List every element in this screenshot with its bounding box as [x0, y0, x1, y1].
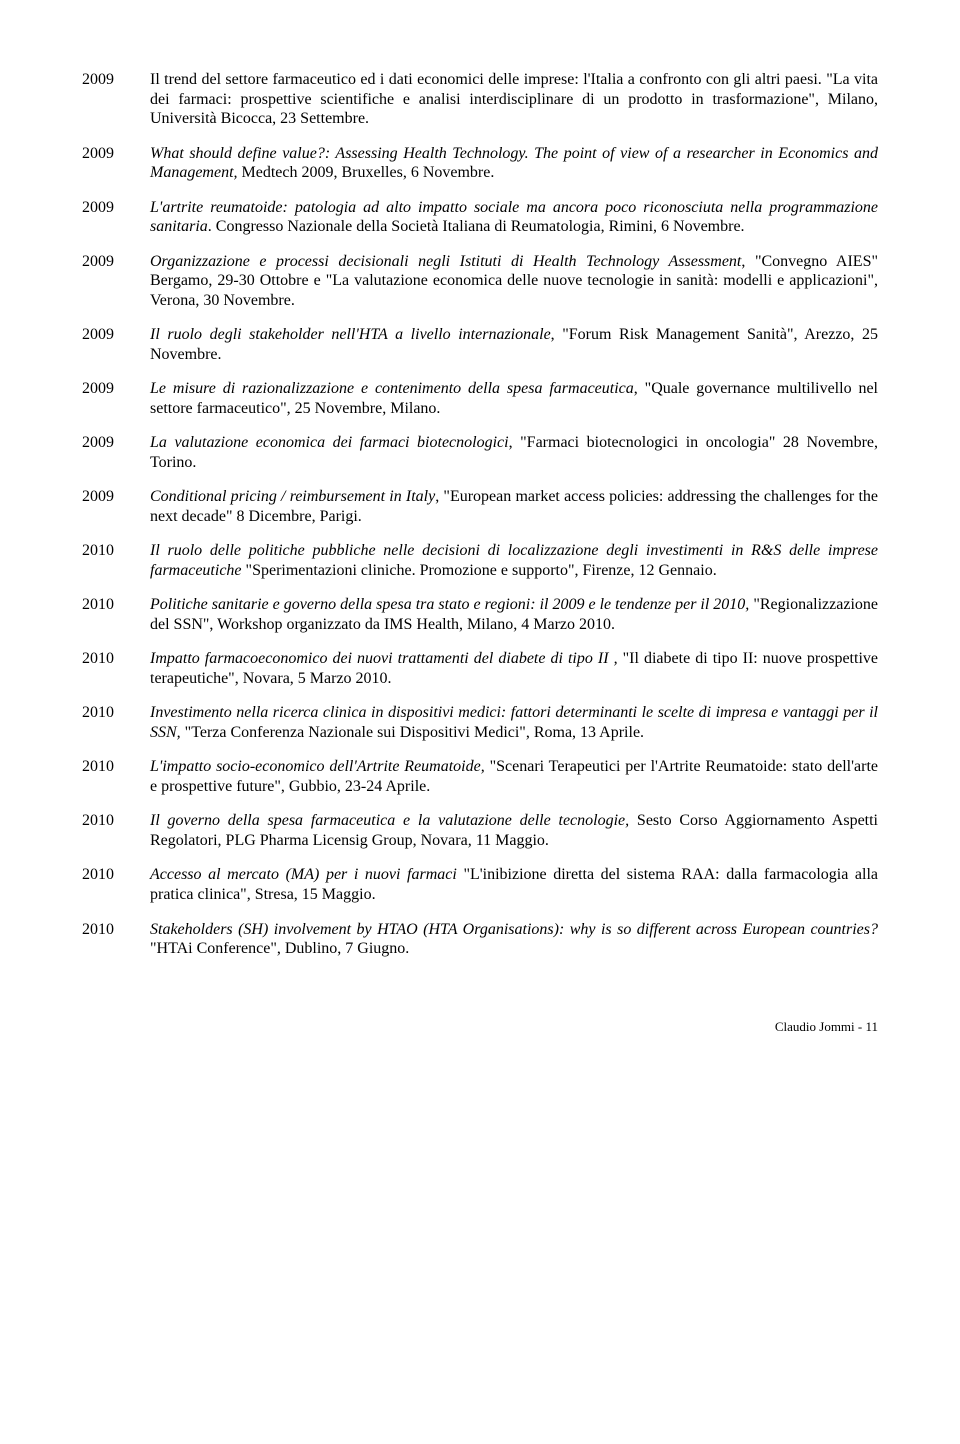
entry-year: 2009: [82, 325, 150, 364]
entry-description: La valutazione economica dei farmaci bio…: [150, 433, 878, 472]
cv-entry: 2010Accesso al mercato (MA) per i nuovi …: [82, 865, 878, 904]
entry-year: 2009: [82, 198, 150, 237]
entry-year: 2010: [82, 865, 150, 904]
cv-entry: 2010Politiche sanitarie e governo della …: [82, 595, 878, 634]
entry-description: Impatto farmacoeconomico dei nuovi tratt…: [150, 649, 878, 688]
cv-entry: 2009L'artrite reumatoide: patologia ad a…: [82, 198, 878, 237]
entry-year: 2009: [82, 379, 150, 418]
entry-description: Il governo della spesa farmaceutica e la…: [150, 811, 878, 850]
cv-entry: 2009Il ruolo degli stakeholder nell'HTA …: [82, 325, 878, 364]
entry-year: 2009: [82, 70, 150, 129]
entry-year: 2010: [82, 649, 150, 688]
entry-year: 2009: [82, 144, 150, 183]
entry-segment: "HTAi Conference", Dublino, 7 Giugno.: [150, 940, 409, 957]
entry-segment: La valutazione economica dei farmaci bio…: [150, 434, 509, 451]
entry-segment: Il governo della spesa farmaceutica e la…: [150, 812, 637, 829]
cv-entry: 2009La valutazione economica dei farmaci…: [82, 433, 878, 472]
cv-entry: 2010L'impatto socio-economico dell'Artri…: [82, 757, 878, 796]
entry-segment: L'impatto socio-economico dell'Artrite R…: [150, 758, 490, 775]
entry-year: 2010: [82, 757, 150, 796]
entry-description: Accesso al mercato (MA) per i nuovi farm…: [150, 865, 878, 904]
cv-entry: 2009What should define value?: Assessing…: [82, 144, 878, 183]
entry-segment: Conditional pricing / reimbursement in I…: [150, 488, 435, 505]
entry-segment: "Sperimentazioni cliniche. Promozione e …: [246, 562, 717, 579]
entry-segment: ,: [468, 832, 476, 849]
entry-segment: Le misure di razionalizzazione e conteni…: [150, 380, 634, 397]
entry-segment: Stakeholders (SH) involvement by HTAO (H…: [150, 921, 878, 938]
entry-description: Il ruolo degli stakeholder nell'HTA a li…: [150, 325, 878, 364]
entry-segment: . Congresso Nazionale della Società Ital…: [208, 218, 745, 235]
entry-description: L'artrite reumatoide: patologia ad alto …: [150, 198, 878, 237]
cv-entry: 2010Investimento nella ricerca clinica i…: [82, 703, 878, 742]
entry-year: 2010: [82, 703, 150, 742]
entry-segment: Il trend del settore farmaceutico ed i d…: [150, 71, 822, 88]
entry-year: 2010: [82, 920, 150, 959]
entries-list: 2009Il trend del settore farmaceutico ed…: [82, 70, 878, 959]
entry-year: 2009: [82, 433, 150, 472]
entry-segment: 11 Maggio.: [476, 832, 549, 849]
entry-description: L'impatto socio-economico dell'Artrite R…: [150, 757, 878, 796]
entry-segment: Il ruolo degli stakeholder nell'HTA a li…: [150, 326, 551, 343]
cv-entry: 2010Stakeholders (SH) involvement by HTA…: [82, 920, 878, 959]
entry-year: 2010: [82, 811, 150, 850]
entry-description: Il trend del settore farmaceutico ed i d…: [150, 70, 878, 129]
entry-description: Il ruolo delle politiche pubbliche nelle…: [150, 541, 878, 580]
entry-year: 2009: [82, 487, 150, 526]
entry-segment: Accesso al mercato (MA) per i nuovi farm…: [150, 866, 463, 883]
entry-description: What should define value?: Assessing Hea…: [150, 144, 878, 183]
cv-entry: 2010Impatto farmacoeconomico dei nuovi t…: [82, 649, 878, 688]
page-footer: Claudio Jommi - 11: [82, 1019, 878, 1035]
cv-entry: 2010Il ruolo delle politiche pubbliche n…: [82, 541, 878, 580]
cv-entry: 2009Il trend del settore farmaceutico ed…: [82, 70, 878, 129]
entry-segment: Medtech 2009, Bruxelles, 6 Novembre.: [242, 164, 495, 181]
entry-segment: Politiche sanitarie e governo della spes…: [150, 596, 753, 613]
cv-entry: 2009Conditional pricing / reimbursement …: [82, 487, 878, 526]
entry-segment: "Terza Conferenza Nazionale sui Disposit…: [185, 724, 644, 741]
entry-year: 2010: [82, 595, 150, 634]
entry-description: Le misure di razionalizzazione e conteni…: [150, 379, 878, 418]
cv-entry: 2009Organizzazione e processi decisional…: [82, 252, 878, 311]
entry-segment: Organizzazione e processi decisionali ne…: [150, 253, 741, 270]
entry-description: Stakeholders (SH) involvement by HTAO (H…: [150, 920, 878, 959]
cv-entry: 2009Le misure di razionalizzazione e con…: [82, 379, 878, 418]
entry-description: Conditional pricing / reimbursement in I…: [150, 487, 878, 526]
entry-description: Politiche sanitarie e governo della spes…: [150, 595, 878, 634]
entry-segment: Impatto farmacoeconomico dei nuovi tratt…: [150, 650, 623, 667]
entry-year: 2010: [82, 541, 150, 580]
cv-entry: 2010Il governo della spesa farmaceutica …: [82, 811, 878, 850]
entry-description: Investimento nella ricerca clinica in di…: [150, 703, 878, 742]
entry-description: Organizzazione e processi decisionali ne…: [150, 252, 878, 311]
entry-year: 2009: [82, 252, 150, 311]
